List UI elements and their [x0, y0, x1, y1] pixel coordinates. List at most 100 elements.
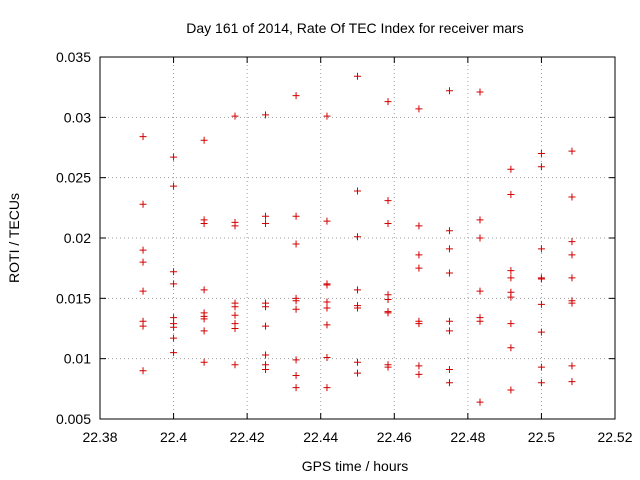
- data-point: [231, 361, 239, 369]
- data-point: [292, 92, 300, 100]
- data-point: [139, 287, 147, 295]
- data-point: [323, 281, 331, 289]
- data-point: [354, 72, 361, 80]
- x-tick-label: 22.52: [597, 429, 632, 445]
- data-point: [537, 328, 545, 336]
- y-tick-labels: 0.005 0.01 0.015 0.02 0.025 0.03 0.035: [56, 49, 91, 427]
- data-point: [445, 327, 453, 335]
- data-point: [170, 323, 178, 331]
- data-point: [537, 379, 545, 387]
- x-axis-label: GPS time / hours: [302, 458, 409, 474]
- data-point: [568, 378, 576, 386]
- data-point: [200, 220, 208, 228]
- data-point: [323, 304, 331, 312]
- data-point: [537, 150, 545, 158]
- data-point: [537, 163, 545, 171]
- chart-title: Day 161 of 2014, Rate Of TEC Index for r…: [186, 20, 523, 36]
- data-point: [139, 200, 147, 208]
- data-point: [476, 317, 484, 325]
- y-tick-label: 0.03: [64, 109, 91, 125]
- data-point: [415, 370, 423, 378]
- data-point: [170, 314, 178, 322]
- data-point: [323, 217, 331, 225]
- y-tick-label: 0.01: [64, 351, 91, 367]
- data-point: [476, 88, 484, 96]
- data-point: [476, 234, 484, 242]
- data-point: [262, 212, 270, 220]
- data-point: [200, 286, 208, 294]
- x-tick-label: 22.42: [230, 429, 265, 445]
- data-point: [568, 362, 576, 370]
- x-tick-label: 22.44: [303, 429, 338, 445]
- data-point: [139, 258, 147, 266]
- x-tick-label: 22.38: [82, 429, 117, 445]
- data-point: [200, 327, 208, 335]
- data-point: [292, 372, 300, 380]
- data-point: [537, 300, 545, 308]
- data-point: [384, 98, 392, 106]
- grid-lines: [100, 57, 615, 419]
- data-point: [170, 334, 178, 342]
- data-point: [323, 321, 331, 329]
- data-point: [292, 297, 300, 305]
- y-tick-label: 0.035: [56, 49, 91, 65]
- data-point: [445, 379, 453, 387]
- data-point: [354, 233, 361, 241]
- data-point: [415, 264, 423, 272]
- data-point: [354, 369, 361, 377]
- data-point: [568, 193, 576, 201]
- data-point: [262, 366, 270, 374]
- data-point: [170, 349, 178, 357]
- data-point: [537, 245, 545, 253]
- y-axis-label: ROTI / TECUs: [6, 193, 22, 283]
- data-point: [476, 398, 484, 406]
- data-point: [568, 147, 576, 155]
- data-point: [568, 299, 576, 307]
- data-point: [262, 303, 270, 311]
- x-tick-label: 22.48: [450, 429, 485, 445]
- data-point: [170, 153, 178, 161]
- x-tick-label: 22.4: [160, 429, 187, 445]
- data-point: [384, 309, 392, 317]
- x-tick-label: 22.46: [377, 429, 412, 445]
- data-point: [568, 238, 576, 246]
- data-point: [231, 311, 239, 319]
- data-point: [445, 245, 453, 253]
- data-point: [415, 251, 423, 259]
- data-point: [139, 246, 147, 254]
- data-point: [507, 191, 515, 199]
- data-point: [415, 320, 423, 328]
- data-point: [170, 268, 178, 276]
- data-point: [507, 344, 515, 352]
- data-point: [476, 216, 484, 224]
- data-point: [323, 384, 331, 392]
- data-point: [445, 269, 453, 277]
- data-point: [507, 320, 515, 328]
- data-point: [323, 112, 331, 120]
- data-point: [231, 222, 239, 230]
- data-point: [200, 315, 208, 323]
- y-tick-label: 0.005: [56, 411, 91, 427]
- data-point: [415, 105, 423, 113]
- data-point: [354, 286, 361, 294]
- data-point: [445, 227, 453, 235]
- data-point: [231, 325, 239, 332]
- data-point: [415, 222, 423, 230]
- y-tick-label: 0.015: [56, 290, 91, 306]
- data-point: [323, 298, 331, 306]
- data-point: [354, 304, 361, 312]
- data-point: [262, 111, 270, 119]
- data-point: [231, 112, 239, 120]
- data-point: [384, 197, 392, 205]
- data-point: [200, 136, 208, 144]
- data-point: [292, 240, 300, 248]
- data-point: [170, 280, 178, 288]
- data-point: [231, 303, 239, 311]
- data-point: [507, 267, 515, 275]
- data-point: [292, 356, 300, 364]
- data-point: [323, 353, 331, 361]
- data-point: [262, 351, 270, 359]
- data-point: [170, 182, 178, 190]
- data-point: [445, 87, 453, 95]
